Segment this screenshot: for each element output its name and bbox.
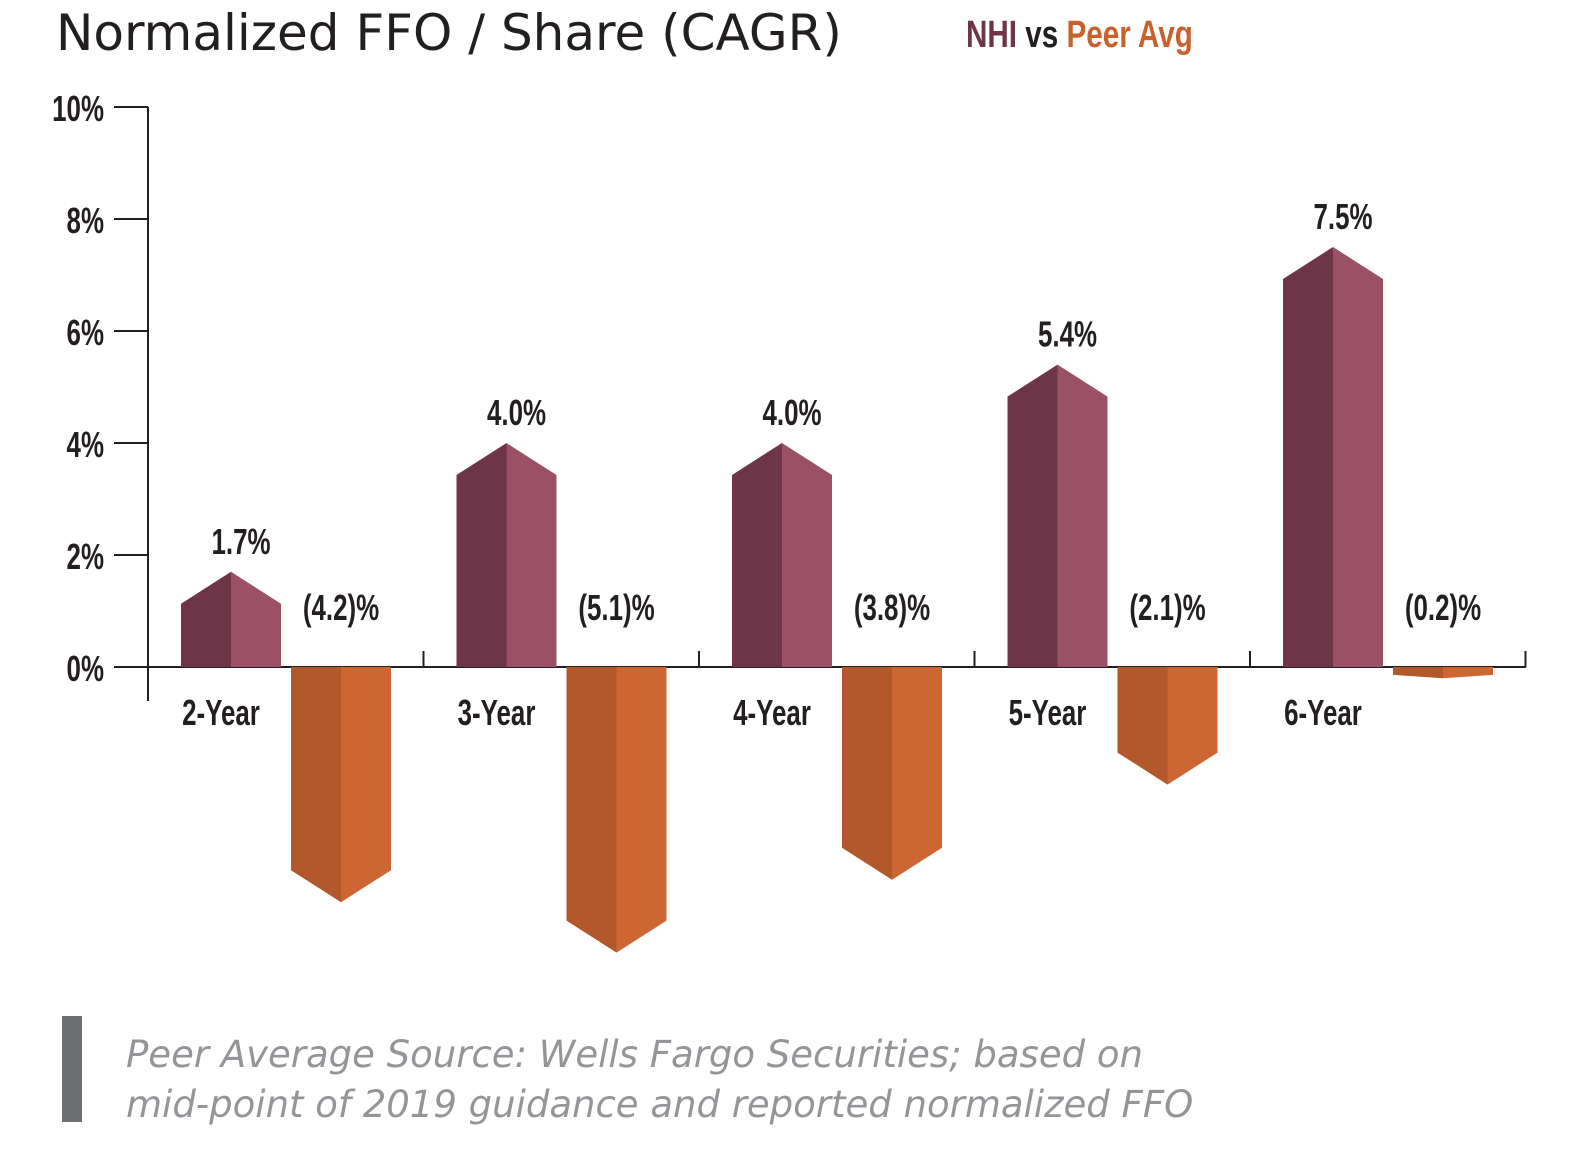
- nhi-bar-left-face: [456, 443, 507, 667]
- nhi-data-label: 1.7%: [211, 522, 270, 562]
- footer-line-2: mid-point of 2019 guidance and reported …: [126, 1083, 1194, 1126]
- category-label: 4-Year: [733, 693, 811, 733]
- peer-bar-right-face: [1443, 667, 1493, 679]
- nhi-bar-right-face: [231, 571, 281, 667]
- nhi-bar-right-face: [1333, 247, 1383, 667]
- nhi-bar-left-face: [1283, 247, 1333, 667]
- legend-peer-avg: Peer Avg: [1066, 14, 1193, 56]
- category-label: 3-Year: [458, 693, 536, 733]
- legend-nhi: NHI: [966, 14, 1018, 56]
- nhi-data-label: 4.0%: [762, 393, 821, 433]
- peer-data-label: (0.2)%: [1405, 588, 1481, 628]
- nhi-data-label: 7.5%: [1313, 197, 1372, 237]
- y-tick-label: 6%: [67, 313, 105, 353]
- peer-data-label: (3.8)%: [854, 588, 930, 628]
- y-tick-label: 10%: [52, 89, 104, 129]
- category-label: 6-Year: [1284, 693, 1362, 733]
- category-label: 5-Year: [1009, 693, 1087, 733]
- bar-chart: 0% 2% 4% 6% 8% 10% 1.7% (4.2)% 2-Year 4.0% (5.1)% 3…: [52, 89, 1527, 953]
- peer-bar-right-face: [1167, 667, 1218, 785]
- chart-title: Normalized FFO / Share (CAGR): [56, 4, 842, 62]
- peer-bar-left-face: [1117, 667, 1168, 785]
- footer-line-1: Peer Average Source: Wells Fargo Securit…: [126, 1033, 1143, 1076]
- y-tick-label: 0%: [67, 649, 105, 689]
- y-tick-label: 2%: [67, 537, 105, 577]
- nhi-bar-right-face: [1057, 364, 1108, 667]
- footer-accent-bar: [62, 1016, 82, 1122]
- nhi-data-label: 4.0%: [487, 393, 546, 433]
- nhi-data-label: 5.4%: [1038, 314, 1097, 354]
- legend: NHI vs Peer Avg: [966, 14, 1193, 57]
- peer-bar-left-face: [566, 667, 617, 953]
- nhi-bar-left-face: [181, 571, 231, 667]
- category-label: 2-Year: [182, 693, 260, 733]
- peer-bar-left-face: [1393, 667, 1443, 679]
- y-tick-label: 8%: [67, 201, 105, 241]
- nhi-bar-right-face: [782, 443, 832, 667]
- footer-note: Peer Average Source: Wells Fargo Securit…: [126, 1030, 1193, 1130]
- legend-vs: vs: [1025, 14, 1059, 56]
- peer-bar-left-face: [291, 667, 341, 903]
- peer-data-label: (2.1)%: [1129, 588, 1205, 628]
- peer-bar-right-face: [892, 667, 942, 880]
- peer-data-label: (4.2)%: [303, 588, 379, 628]
- y-tick-label: 4%: [67, 425, 105, 465]
- peer-bar-right-face: [616, 667, 667, 953]
- peer-bar-right-face: [341, 667, 391, 903]
- nhi-bar-left-face: [732, 443, 782, 667]
- nhi-bar-right-face: [506, 443, 557, 667]
- peer-data-label: (5.1)%: [578, 588, 654, 628]
- peer-bar-left-face: [842, 667, 892, 880]
- nhi-bar-left-face: [1007, 364, 1058, 667]
